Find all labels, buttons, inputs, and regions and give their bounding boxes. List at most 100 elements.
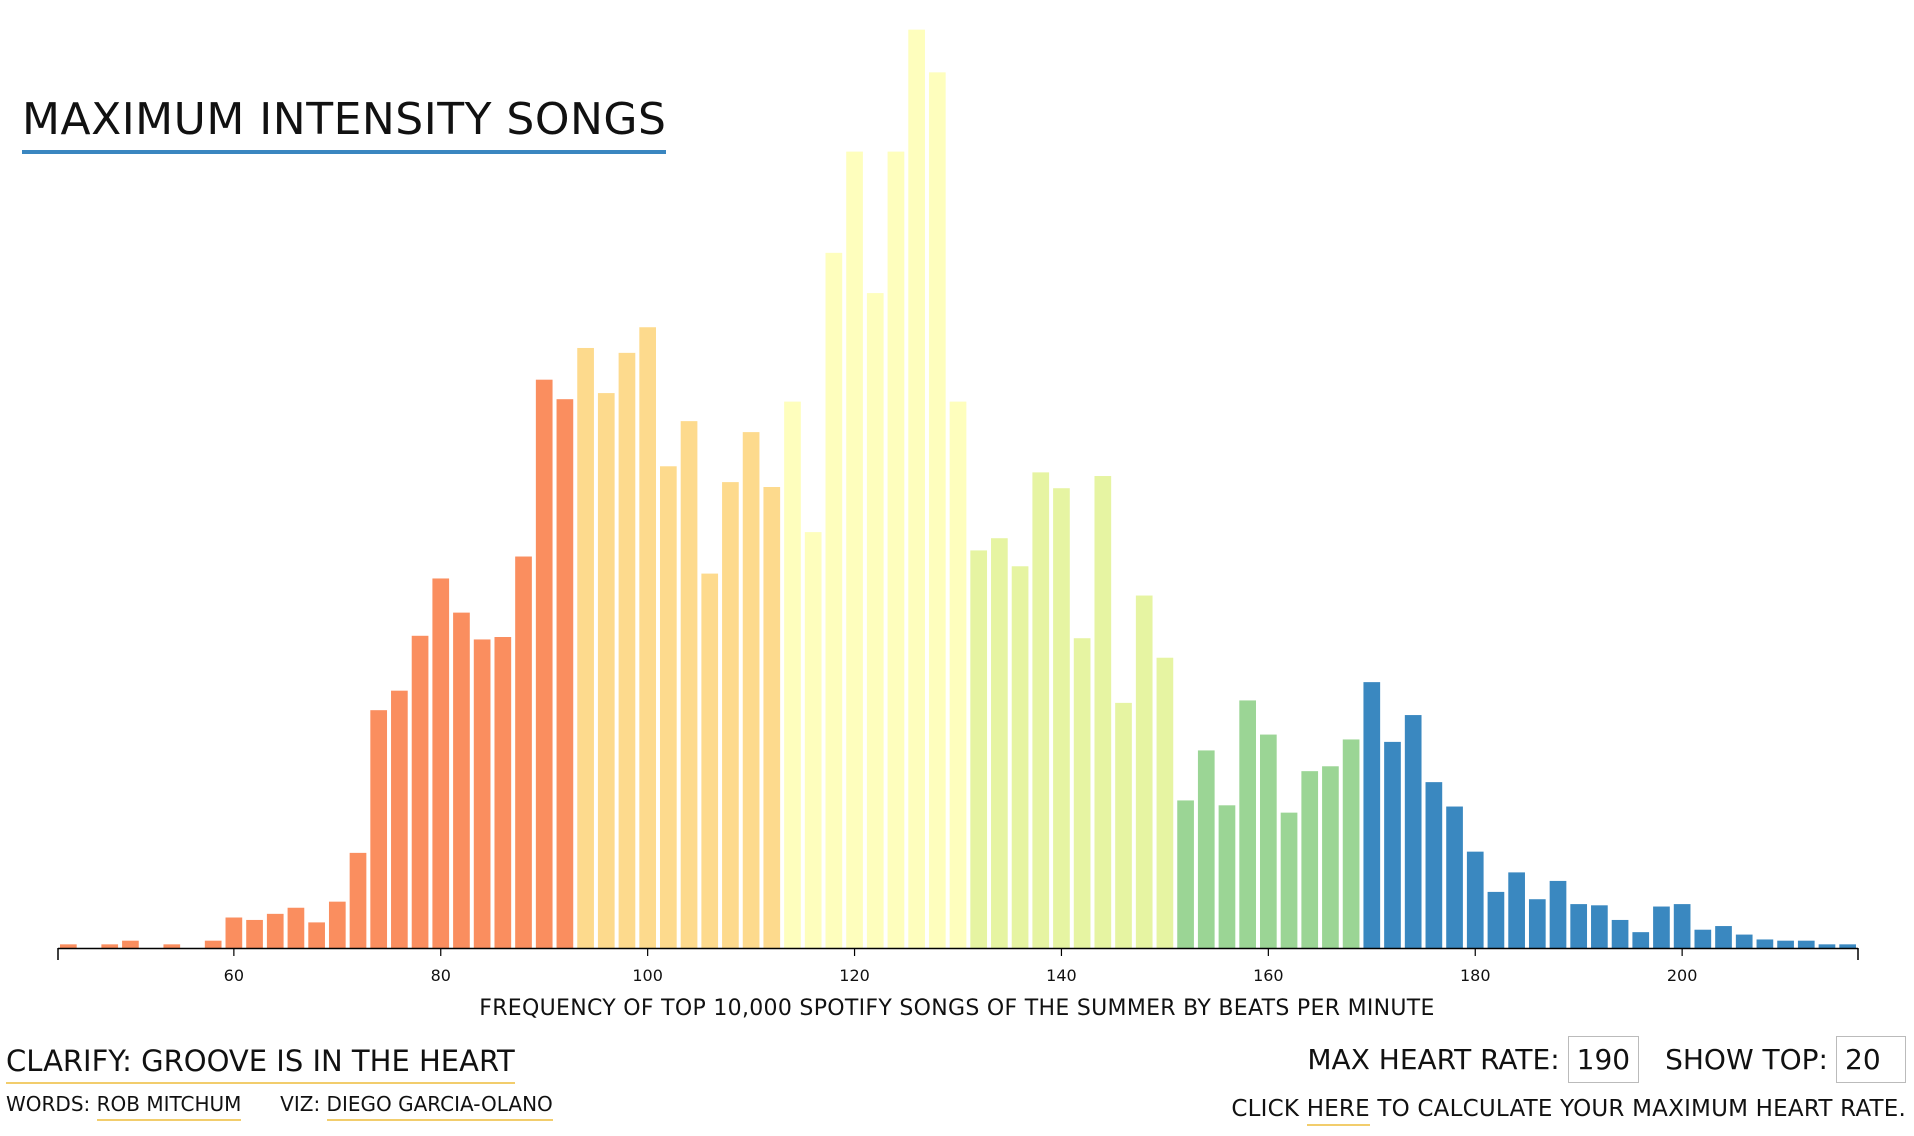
bar-bpm-68[interactable] — [308, 922, 325, 948]
bar-bpm-122[interactable] — [866, 293, 884, 949]
bar-bpm-54[interactable] — [163, 944, 181, 948]
words-label: WORDS: — [6, 1092, 91, 1116]
bar-bpm-60[interactable] — [225, 917, 243, 948]
bar-bpm-126[interactable] — [908, 29, 925, 949]
bar-bpm-172[interactable] — [1384, 741, 1401, 948]
x-tick-label-80: 80 — [431, 966, 451, 985]
bar-bpm-92[interactable] — [556, 399, 574, 948]
bar-bpm-210[interactable] — [1777, 940, 1794, 948]
bar-bpm-174[interactable] — [1404, 715, 1422, 948]
bar-bpm-48[interactable] — [101, 944, 119, 948]
x-tick-label-60: 60 — [224, 966, 244, 985]
bar-bpm-148[interactable] — [1135, 595, 1153, 948]
bar-bpm-138[interactable] — [1032, 472, 1050, 948]
histogram-bars — [60, 29, 1856, 949]
bar-bpm-178[interactable] — [1446, 806, 1463, 948]
bar-bpm-196[interactable] — [1632, 932, 1650, 948]
bar-bpm-162[interactable] — [1280, 812, 1298, 948]
bar-bpm-160[interactable] — [1260, 734, 1277, 948]
bar-bpm-66[interactable] — [287, 907, 305, 948]
x-tick-label-200: 200 — [1667, 966, 1698, 985]
bar-bpm-50[interactable] — [122, 940, 139, 948]
words-author-link[interactable]: ROB MITCHUM — [96, 1092, 242, 1121]
bar-bpm-110[interactable] — [742, 432, 760, 948]
bar-bpm-112[interactable] — [763, 487, 781, 948]
bar-bpm-100[interactable] — [639, 327, 656, 948]
bar-bpm-182[interactable] — [1487, 891, 1505, 948]
bar-bpm-142[interactable] — [1073, 638, 1091, 948]
bar-bpm-102[interactable] — [660, 466, 677, 948]
bar-bpm-214[interactable] — [1818, 944, 1836, 948]
bar-bpm-144[interactable] — [1094, 476, 1112, 948]
bar-bpm-206[interactable] — [1735, 934, 1753, 948]
bar-bpm-176[interactable] — [1425, 782, 1443, 948]
bar-bpm-64[interactable] — [266, 913, 284, 948]
max-heart-rate-input[interactable]: 190 — [1567, 1036, 1640, 1083]
x-tick-label-100: 100 — [632, 966, 663, 985]
bar-bpm-58[interactable] — [204, 940, 222, 948]
bar-bpm-184[interactable] — [1508, 872, 1525, 948]
bar-bpm-44[interactable] — [60, 944, 77, 948]
bar-bpm-128[interactable] — [928, 72, 946, 949]
bar-bpm-70[interactable] — [328, 901, 346, 948]
x-axis: 60 80 100 120 140 160 180 200 — [57, 947, 1859, 985]
bar-bpm-200[interactable] — [1673, 904, 1691, 948]
bar-bpm-80[interactable] — [432, 578, 450, 948]
bar-bpm-180[interactable] — [1466, 851, 1484, 948]
bar-bpm-106[interactable] — [701, 573, 719, 948]
bar-bpm-190[interactable] — [1570, 904, 1588, 948]
bar-bpm-84[interactable] — [473, 639, 491, 948]
bar-bpm-98[interactable] — [618, 352, 636, 949]
bar-bpm-108[interactable] — [722, 482, 739, 948]
bar-bpm-140[interactable] — [1053, 488, 1070, 948]
bar-bpm-150[interactable] — [1156, 657, 1174, 948]
bar-bpm-86[interactable] — [494, 637, 512, 948]
bar-bpm-170[interactable] — [1363, 682, 1381, 948]
bar-bpm-212[interactable] — [1797, 940, 1815, 948]
bar-bpm-156[interactable] — [1218, 805, 1236, 948]
clarify-link[interactable]: CLARIFY: GROOVE IS IN THE HEART — [6, 1044, 515, 1084]
bar-bpm-96[interactable] — [597, 393, 615, 949]
viz-author-link[interactable]: DIEGO GARCIA-OLANO — [326, 1092, 553, 1121]
bar-bpm-114[interactable] — [784, 401, 801, 948]
x-tick-label-160: 160 — [1253, 966, 1284, 985]
bar-bpm-90[interactable] — [535, 379, 553, 948]
bar-bpm-188[interactable] — [1549, 880, 1567, 948]
bar-bpm-166[interactable] — [1322, 766, 1339, 948]
bar-bpm-192[interactable] — [1591, 905, 1608, 948]
bar-bpm-202[interactable] — [1694, 929, 1712, 948]
bar-bpm-158[interactable] — [1239, 700, 1256, 948]
bar-bpm-146[interactable] — [1115, 702, 1132, 948]
bar-bpm-76[interactable] — [391, 690, 408, 948]
x-tick-label-140: 140 — [1046, 966, 1077, 985]
bar-bpm-186[interactable] — [1528, 899, 1546, 948]
bar-bpm-104[interactable] — [680, 421, 698, 948]
bar-bpm-116[interactable] — [804, 532, 822, 948]
bar-bpm-78[interactable] — [411, 635, 429, 948]
calculate-here-link[interactable]: HERE — [1306, 1096, 1370, 1126]
bar-bpm-194[interactable] — [1611, 919, 1629, 948]
bar-bpm-130[interactable] — [949, 401, 967, 948]
bar-bpm-88[interactable] — [515, 556, 532, 948]
bar-bpm-134[interactable] — [991, 538, 1008, 948]
bar-bpm-82[interactable] — [453, 612, 470, 948]
show-top-input[interactable]: 20 — [1836, 1036, 1906, 1083]
bar-bpm-94[interactable] — [577, 347, 594, 949]
bar-bpm-168[interactable] — [1342, 739, 1360, 948]
bar-bpm-208[interactable] — [1756, 939, 1774, 948]
bar-bpm-164[interactable] — [1301, 771, 1319, 948]
bar-bpm-74[interactable] — [370, 710, 388, 948]
bar-bpm-216[interactable] — [1839, 944, 1856, 948]
bar-bpm-124[interactable] — [887, 151, 905, 948]
bar-bpm-62[interactable] — [246, 919, 263, 948]
bar-bpm-132[interactable] — [970, 550, 988, 948]
bar-bpm-204[interactable] — [1715, 926, 1732, 948]
bar-bpm-154[interactable] — [1197, 750, 1215, 948]
bar-bpm-120[interactable] — [846, 151, 863, 948]
bar-bpm-136[interactable] — [1011, 566, 1029, 948]
page-title: MAXIMUM INTENSITY SONGS — [22, 95, 667, 155]
bar-bpm-198[interactable] — [1653, 906, 1670, 948]
bar-bpm-118[interactable] — [825, 252, 843, 949]
bar-bpm-72[interactable] — [349, 852, 367, 948]
bar-bpm-152[interactable] — [1177, 800, 1194, 948]
